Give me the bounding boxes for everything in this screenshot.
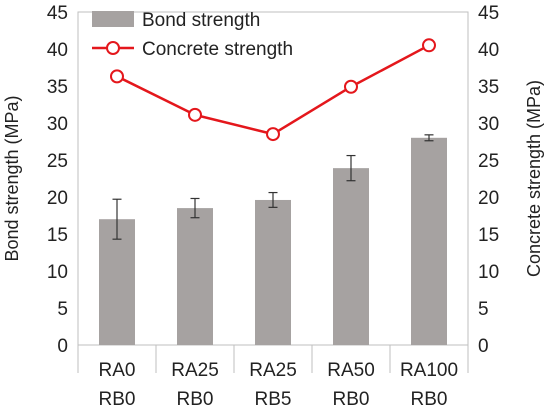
point-concrete-strength xyxy=(266,127,280,142)
legend-swatch-bond-strength xyxy=(92,11,134,27)
point-concrete-strength xyxy=(188,107,202,122)
x-tick-label: RB0 xyxy=(411,389,448,410)
x-tick-label: RA50 xyxy=(327,360,375,381)
y-axis-right-title: Concrete strength (MPa) xyxy=(524,80,544,277)
point-concrete-strength xyxy=(110,69,124,84)
x-tick-label: RA0 xyxy=(99,360,136,381)
y-left-tick-label: 30 xyxy=(47,114,68,135)
y-right-tick-label: 35 xyxy=(478,77,499,98)
y-left-tick-label: 10 xyxy=(47,262,68,283)
x-tick-label: RB0 xyxy=(99,389,136,410)
y-left-tick-label: 40 xyxy=(47,40,68,61)
y-right-tick-label: 10 xyxy=(478,262,499,283)
y-left-tick-label: 25 xyxy=(47,151,68,172)
y-right-tick-label: 0 xyxy=(478,336,489,357)
x-tick-label: RB0 xyxy=(333,389,370,410)
point-concrete-strength xyxy=(422,38,436,53)
y-right-tick-label: 25 xyxy=(478,151,499,172)
y-right-tick-label: 20 xyxy=(478,188,499,209)
bar-bond-strength xyxy=(333,168,369,345)
y-right-tick-label: 45 xyxy=(478,3,499,24)
x-tick-label: RA100 xyxy=(400,360,458,381)
bar-bond-strength xyxy=(411,137,447,345)
y-right-tick-label: 15 xyxy=(478,225,499,246)
legend-label-concrete-strength: Concrete strength xyxy=(142,39,293,60)
x-tick-label: RB5 xyxy=(255,389,292,410)
y-left-tick-label: 5 xyxy=(57,299,68,320)
bar-bond-strength xyxy=(99,219,135,345)
point-concrete-strength xyxy=(344,79,358,94)
x-tick-label: RA25 xyxy=(249,360,297,381)
bar-bond-strength xyxy=(177,208,213,345)
y-right-tick-label: 30 xyxy=(478,114,499,135)
y-left-tick-label: 35 xyxy=(47,77,68,98)
y-left-tick-label: 0 xyxy=(57,336,68,357)
legend-marker-concrete-strength xyxy=(106,41,120,55)
legend-label-bond-strength: Bond strength xyxy=(142,10,260,31)
bar-bond-strength xyxy=(255,199,291,345)
y-right-tick-label: 5 xyxy=(478,299,489,320)
y-left-tick-label: 45 xyxy=(47,3,68,24)
y-axis-left-title: Bond strength (MPa) xyxy=(2,95,22,261)
y-left-tick-label: 20 xyxy=(47,188,68,209)
x-tick-label: RB0 xyxy=(177,389,214,410)
y-left-tick-label: 15 xyxy=(47,225,68,246)
y-right-tick-label: 40 xyxy=(478,40,499,61)
x-tick-label: RA25 xyxy=(171,360,219,381)
